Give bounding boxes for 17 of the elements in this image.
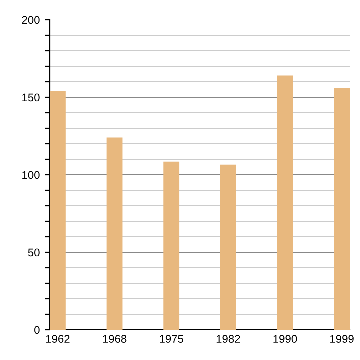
y-tick-label: 50 [28,248,40,257]
x-tick-label: 1990 [274,335,298,344]
bar [106,138,123,330]
bar [277,76,294,330]
y-tick-label: 0 [34,326,40,334]
x-tick-label: 1999 [330,335,354,344]
bar [334,88,350,330]
y-tick-label: 150 [22,94,40,102]
x-tick-label: 1982 [216,335,240,344]
x-tick-label: 1975 [160,335,184,344]
bar [50,91,66,330]
bar [220,164,236,330]
y-tick-label: 100 [22,171,40,180]
y-tick-label: 200 [22,16,40,24]
x-tick-label: 1962 [46,335,70,344]
x-tick-label: 1968 [103,335,127,344]
bar [164,162,180,330]
